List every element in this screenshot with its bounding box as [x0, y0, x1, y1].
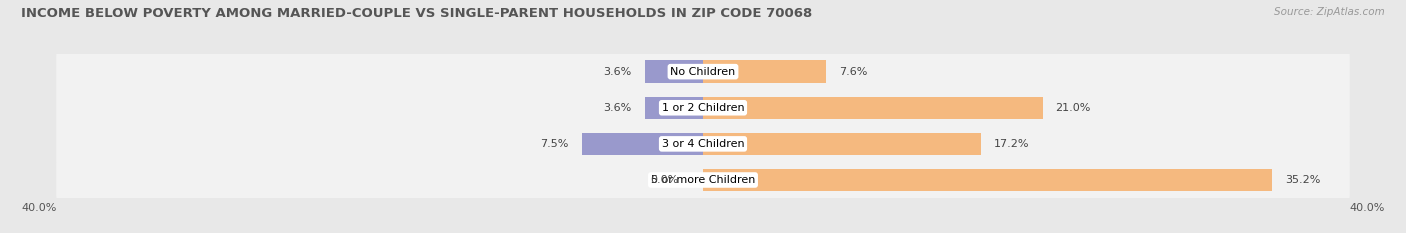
Bar [645, 96, 703, 119]
Text: 7.5%: 7.5% [540, 139, 569, 149]
Text: 7.6%: 7.6% [839, 67, 868, 77]
Text: 3.6%: 3.6% [603, 103, 631, 113]
Bar [703, 169, 1272, 191]
Text: Source: ZipAtlas.com: Source: ZipAtlas.com [1274, 7, 1385, 17]
FancyBboxPatch shape [56, 155, 1350, 205]
Text: 35.2%: 35.2% [1285, 175, 1320, 185]
Text: 40.0%: 40.0% [21, 203, 56, 213]
Text: No Children: No Children [671, 67, 735, 77]
Text: 40.0%: 40.0% [1350, 203, 1385, 213]
Text: 5 or more Children: 5 or more Children [651, 175, 755, 185]
Text: 0.0%: 0.0% [651, 175, 679, 185]
FancyBboxPatch shape [56, 83, 1350, 133]
Text: 17.2%: 17.2% [994, 139, 1029, 149]
Bar [703, 133, 981, 155]
Bar [645, 60, 703, 83]
Bar [703, 96, 1043, 119]
Bar [582, 133, 703, 155]
Text: 1 or 2 Children: 1 or 2 Children [662, 103, 744, 113]
Text: INCOME BELOW POVERTY AMONG MARRIED-COUPLE VS SINGLE-PARENT HOUSEHOLDS IN ZIP COD: INCOME BELOW POVERTY AMONG MARRIED-COUPL… [21, 7, 813, 20]
Bar [703, 60, 825, 83]
Text: 3.6%: 3.6% [603, 67, 631, 77]
Text: 3 or 4 Children: 3 or 4 Children [662, 139, 744, 149]
Text: 21.0%: 21.0% [1056, 103, 1091, 113]
FancyBboxPatch shape [56, 47, 1350, 96]
FancyBboxPatch shape [56, 119, 1350, 169]
